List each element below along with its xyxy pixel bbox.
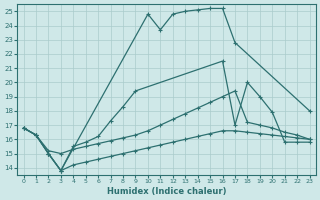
X-axis label: Humidex (Indice chaleur): Humidex (Indice chaleur) <box>107 187 226 196</box>
